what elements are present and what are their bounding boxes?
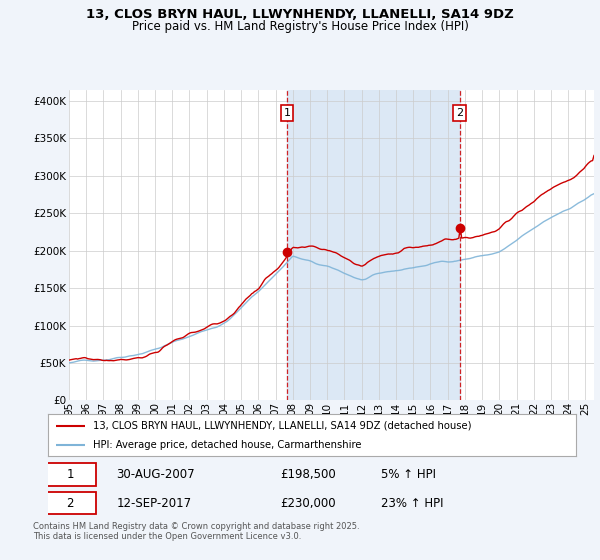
Text: £230,000: £230,000 <box>280 497 336 510</box>
Text: 2: 2 <box>456 108 463 118</box>
Text: 1: 1 <box>283 108 290 118</box>
Text: 12-SEP-2017: 12-SEP-2017 <box>116 497 192 510</box>
Bar <box>287 90 460 400</box>
Text: Contains HM Land Registry data © Crown copyright and database right 2025.
This d: Contains HM Land Registry data © Crown c… <box>33 522 359 542</box>
Text: 23% ↑ HPI: 23% ↑ HPI <box>380 497 443 510</box>
Text: 13, CLOS BRYN HAUL, LLWYNHENDY, LLANELLI, SA14 9DZ: 13, CLOS BRYN HAUL, LLWYNHENDY, LLANELLI… <box>86 8 514 21</box>
Text: Price paid vs. HM Land Registry's House Price Index (HPI): Price paid vs. HM Land Registry's House … <box>131 20 469 32</box>
Text: 1: 1 <box>67 468 74 480</box>
Text: 13, CLOS BRYN HAUL, LLWYNHENDY, LLANELLI, SA14 9DZ (detached house): 13, CLOS BRYN HAUL, LLWYNHENDY, LLANELLI… <box>93 421 472 431</box>
FancyBboxPatch shape <box>46 492 95 515</box>
Text: £198,500: £198,500 <box>280 468 336 480</box>
FancyBboxPatch shape <box>46 463 95 486</box>
Text: 2: 2 <box>67 497 74 510</box>
Text: 30-AUG-2007: 30-AUG-2007 <box>116 468 195 480</box>
Text: HPI: Average price, detached house, Carmarthenshire: HPI: Average price, detached house, Carm… <box>93 440 361 450</box>
Text: 5% ↑ HPI: 5% ↑ HPI <box>380 468 436 480</box>
